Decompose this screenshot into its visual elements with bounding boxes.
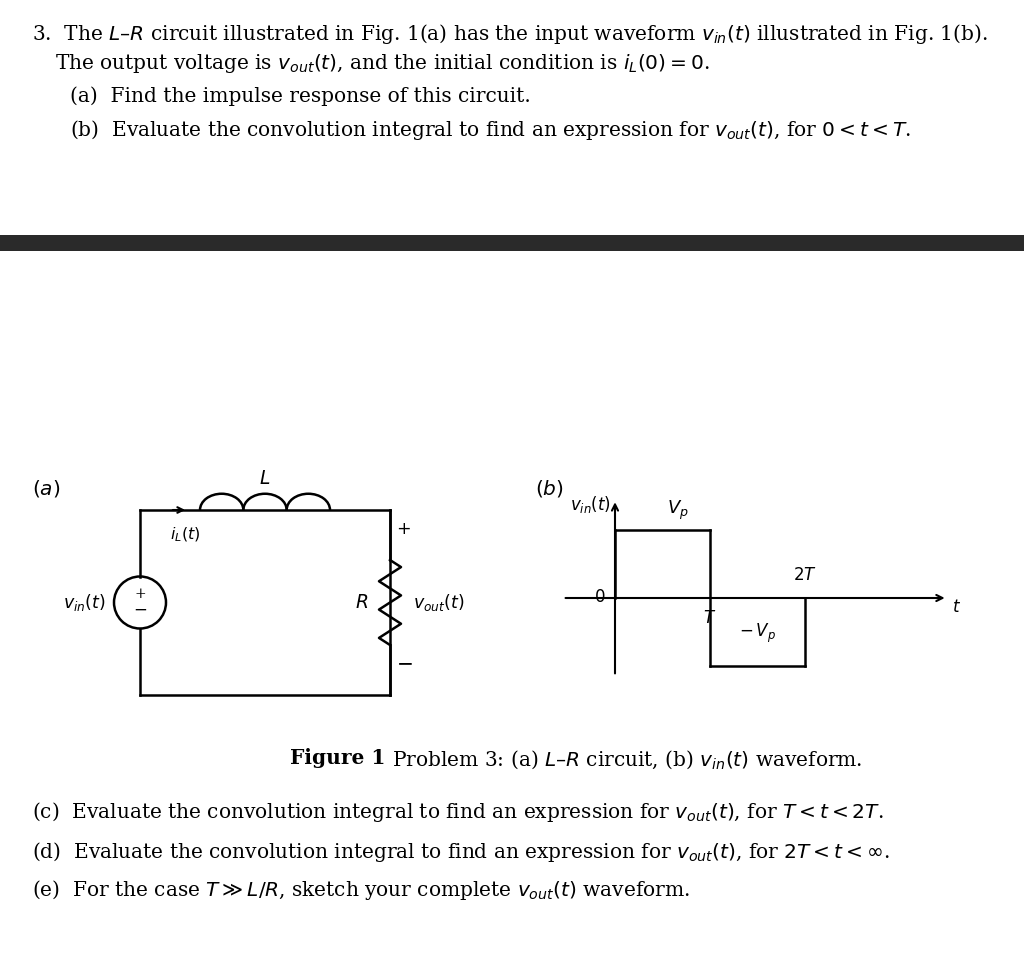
Text: −: − bbox=[133, 602, 146, 619]
Text: $v_{in}(t)$: $v_{in}(t)$ bbox=[63, 592, 106, 613]
Text: $i_L(t)$: $i_L(t)$ bbox=[170, 526, 201, 544]
Text: $(b)$: $(b)$ bbox=[535, 478, 564, 499]
Text: (b)  Evaluate the convolution integral to find an expression for $v_{out}(t)$, f: (b) Evaluate the convolution integral to… bbox=[70, 118, 911, 142]
Text: $t$: $t$ bbox=[952, 599, 962, 616]
Text: Problem 3: (a) $L$–$R$ circuit, (b) $v_{in}(t)$ waveform.: Problem 3: (a) $L$–$R$ circuit, (b) $v_{… bbox=[373, 748, 862, 771]
Text: (c)  Evaluate the convolution integral to find an expression for $v_{out}(t)$, f: (c) Evaluate the convolution integral to… bbox=[32, 800, 884, 824]
Text: $v_{in}(t)$: $v_{in}(t)$ bbox=[570, 493, 611, 515]
Text: 3.  The $L$–$R$ circuit illustrated in Fig. 1(a) has the input waveform $v_{in}(: 3. The $L$–$R$ circuit illustrated in Fi… bbox=[32, 22, 988, 46]
Text: $0$: $0$ bbox=[594, 589, 605, 607]
Text: $T$: $T$ bbox=[703, 610, 717, 627]
Text: +: + bbox=[134, 588, 145, 602]
Text: (d)  Evaluate the convolution integral to find an expression for $v_{out}(t)$, f: (d) Evaluate the convolution integral to… bbox=[32, 840, 890, 864]
Text: (a)  Find the impulse response of this circuit.: (a) Find the impulse response of this ci… bbox=[70, 86, 530, 106]
Text: $-$: $-$ bbox=[396, 654, 413, 673]
Text: (e)  For the case $T \gg L/R$, sketch your complete $v_{out}(t)$ waveform.: (e) For the case $T \gg L/R$, sketch you… bbox=[32, 878, 690, 902]
Text: $v_{out}(t)$: $v_{out}(t)$ bbox=[413, 592, 465, 613]
Text: $+$: $+$ bbox=[396, 521, 411, 539]
Text: $V_p$: $V_p$ bbox=[668, 499, 689, 522]
Text: $-\,V_p$: $-\,V_p$ bbox=[739, 622, 776, 645]
Text: Figure 1: Figure 1 bbox=[290, 748, 385, 768]
Text: $L$: $L$ bbox=[259, 470, 270, 488]
Text: $R$: $R$ bbox=[354, 593, 368, 612]
Text: The output voltage is $v_{out}(t)$, and the initial condition is $i_L(0) = 0$.: The output voltage is $v_{out}(t)$, and … bbox=[55, 52, 710, 75]
Bar bbox=[0, 235, 1024, 251]
Text: $2T$: $2T$ bbox=[794, 567, 817, 584]
Text: $(a)$: $(a)$ bbox=[32, 478, 60, 499]
